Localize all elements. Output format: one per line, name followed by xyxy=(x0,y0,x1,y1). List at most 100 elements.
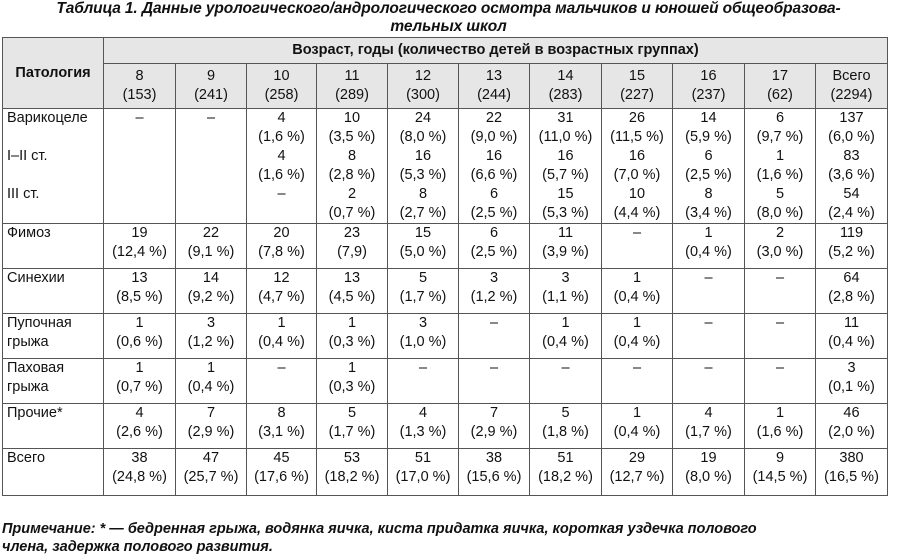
cell-count: 38 xyxy=(131,450,148,466)
cell-percent xyxy=(673,288,744,307)
age-count: (227) xyxy=(620,87,654,103)
cell-percent: (7,8 %) xyxy=(258,244,305,260)
cell-count: 29 xyxy=(628,450,646,466)
cell-percent: (1,7 %) xyxy=(399,289,447,305)
cell-count: – xyxy=(775,360,785,376)
age-header-row: 8 (153) 9 (241) 10 (258) 11 (289) 12 (300) 13 (244)… xyxy=(3,63,888,109)
row-label-varicocele: Варикоцеле I–II ст. III ст. xyxy=(2,108,104,224)
cell-percent: (0,4 %) xyxy=(258,334,305,350)
table-cell: 3 (0,1 %) xyxy=(815,358,888,404)
cell-count: 3 xyxy=(418,315,428,331)
table-row: Паховая грыжа 1 (0,7 %) 1 (0,4 %) – 1 (0,3 %) – … xyxy=(2,358,888,404)
cell-count: 24 xyxy=(414,110,432,126)
table-cell: 2 (3,0 %) xyxy=(744,223,816,269)
cell-percent: (3,6 %) xyxy=(828,167,875,183)
age-count: (153) xyxy=(122,87,157,103)
age-column-header: 14 (283) xyxy=(529,63,602,109)
cell-percent: (6,0 %) xyxy=(828,129,875,145)
table-cell: 6 (9,7 %) 1 (1,6 %) 5 (8,0 %) xyxy=(744,108,816,224)
table-cell: 1 (0,4 %) xyxy=(601,403,673,449)
cell-percent: (7,9) xyxy=(337,244,367,260)
table-cell: 5 (1,8 %) xyxy=(529,403,602,449)
cell-percent: (14,5 %) xyxy=(752,469,808,485)
cell-count: – xyxy=(632,360,642,376)
table-cell: 1 (1,6 %) xyxy=(744,403,816,449)
cell-count: 1 xyxy=(775,405,785,421)
table-cell: 14 (5,9 %) 6 (2,5 %) 8 (3,4 %) xyxy=(672,108,745,224)
cell-percent xyxy=(104,166,175,185)
row-label: Синехии xyxy=(2,268,104,314)
cell-percent: (2,5 %) xyxy=(470,244,518,260)
table-row: Пупочная грыжа 1 (0,6 %) 3 (1,2 %) 1 (0,4 %) 1 (0… xyxy=(2,313,888,359)
age-value: 13 xyxy=(485,68,503,84)
label-grade-1-2: I–II ст. xyxy=(7,148,48,164)
cell-count: 4 xyxy=(418,405,428,421)
cell-count: 1 xyxy=(135,360,144,376)
table-cell: 1 (0,3 %) xyxy=(316,313,388,359)
cell-percent: (0,1 %) xyxy=(828,379,875,395)
cell-count: 14 xyxy=(202,270,220,286)
cell-percent xyxy=(745,288,815,307)
table-cell: – xyxy=(103,108,176,224)
cell-count: – xyxy=(277,186,286,202)
cell-count: 20 xyxy=(273,225,290,241)
cell-percent: (5,7 %) xyxy=(542,167,589,183)
table-cell: 9 (14,5 %) xyxy=(744,448,816,496)
cell-percent: (0,3 %) xyxy=(328,379,376,395)
table-cell: 1 (0,4 %) xyxy=(672,223,745,269)
cell-percent: (17,0 %) xyxy=(395,469,451,485)
age-value: 15 xyxy=(628,68,646,84)
age-value: 14 xyxy=(557,68,574,84)
age-column-header: 8 (153) xyxy=(103,63,176,109)
cell-count xyxy=(176,147,246,166)
table-cell: 5 (1,7 %) xyxy=(387,268,459,314)
table-cell: 8 (3,1 %) xyxy=(246,403,317,449)
cell-count: 11 xyxy=(843,315,860,331)
cell-count: 4 xyxy=(704,405,713,421)
table-cell: 24 (8,0 %) 16 (5,3 %) 8 (2,7 %) xyxy=(387,108,459,224)
cell-percent: (2,9 %) xyxy=(470,424,518,440)
age-count: (289) xyxy=(335,87,369,103)
cell-percent: (1,1 %) xyxy=(542,289,589,305)
cell-percent: (1,2 %) xyxy=(470,289,518,305)
cell-percent: (4,7 %) xyxy=(258,289,305,305)
cell-percent xyxy=(745,378,815,397)
cell-percent: (18,2 %) xyxy=(538,469,593,485)
cell-count: – xyxy=(277,360,286,376)
cell-count: 1 xyxy=(632,315,642,331)
cell-count: 45 xyxy=(273,450,290,466)
table-cell: – xyxy=(458,358,530,404)
cell-percent: (2,4 %) xyxy=(828,205,875,221)
age-column-header: 13 (244) xyxy=(458,63,530,109)
cell-percent: (4,4 %) xyxy=(613,205,661,221)
row-label-line xyxy=(7,243,103,262)
cell-percent: (1,7 %) xyxy=(328,424,376,440)
table-caption: Таблица 1. Данные урологического/андроло… xyxy=(0,0,897,36)
caption-line-1: Таблица 1. Данные урологического/андроло… xyxy=(56,0,841,17)
row-label: Пупочная грыжа xyxy=(2,313,104,359)
cell-count: 16 xyxy=(557,148,574,164)
cell-percent xyxy=(104,204,175,223)
cell-count: 51 xyxy=(414,450,432,466)
cell-count: 14 xyxy=(700,110,717,126)
row-label-line: Пупочная xyxy=(7,315,72,331)
age-column-header: 17 (62) xyxy=(744,63,816,109)
cell-percent: (12,7 %) xyxy=(609,469,665,485)
cell-count: 1 xyxy=(632,405,642,421)
cell-percent: (25,7 %) xyxy=(183,469,239,485)
cell-count xyxy=(104,185,175,204)
age-count: (241) xyxy=(194,87,228,103)
caption-line-2: тельных школ xyxy=(390,18,507,35)
table-cell: 47 (25,7 %) xyxy=(175,448,247,496)
cell-percent xyxy=(176,166,246,185)
table-cell: 4 (1,3 %) xyxy=(387,403,459,449)
table-note: Примечание: * — бедренная грыжа, водянка… xyxy=(2,520,895,556)
cell-percent: (2,9 %) xyxy=(187,424,235,440)
cell-percent xyxy=(104,128,175,147)
table-cell: 38 (15,6 %) xyxy=(458,448,530,496)
cell-count: 3 xyxy=(561,270,570,286)
table-cell: – xyxy=(672,358,745,404)
cell-percent: (2,5 %) xyxy=(470,205,518,221)
table-cell: 20 (7,8 %) xyxy=(246,223,317,269)
table-cell: 14 (9,2 %) xyxy=(175,268,247,314)
